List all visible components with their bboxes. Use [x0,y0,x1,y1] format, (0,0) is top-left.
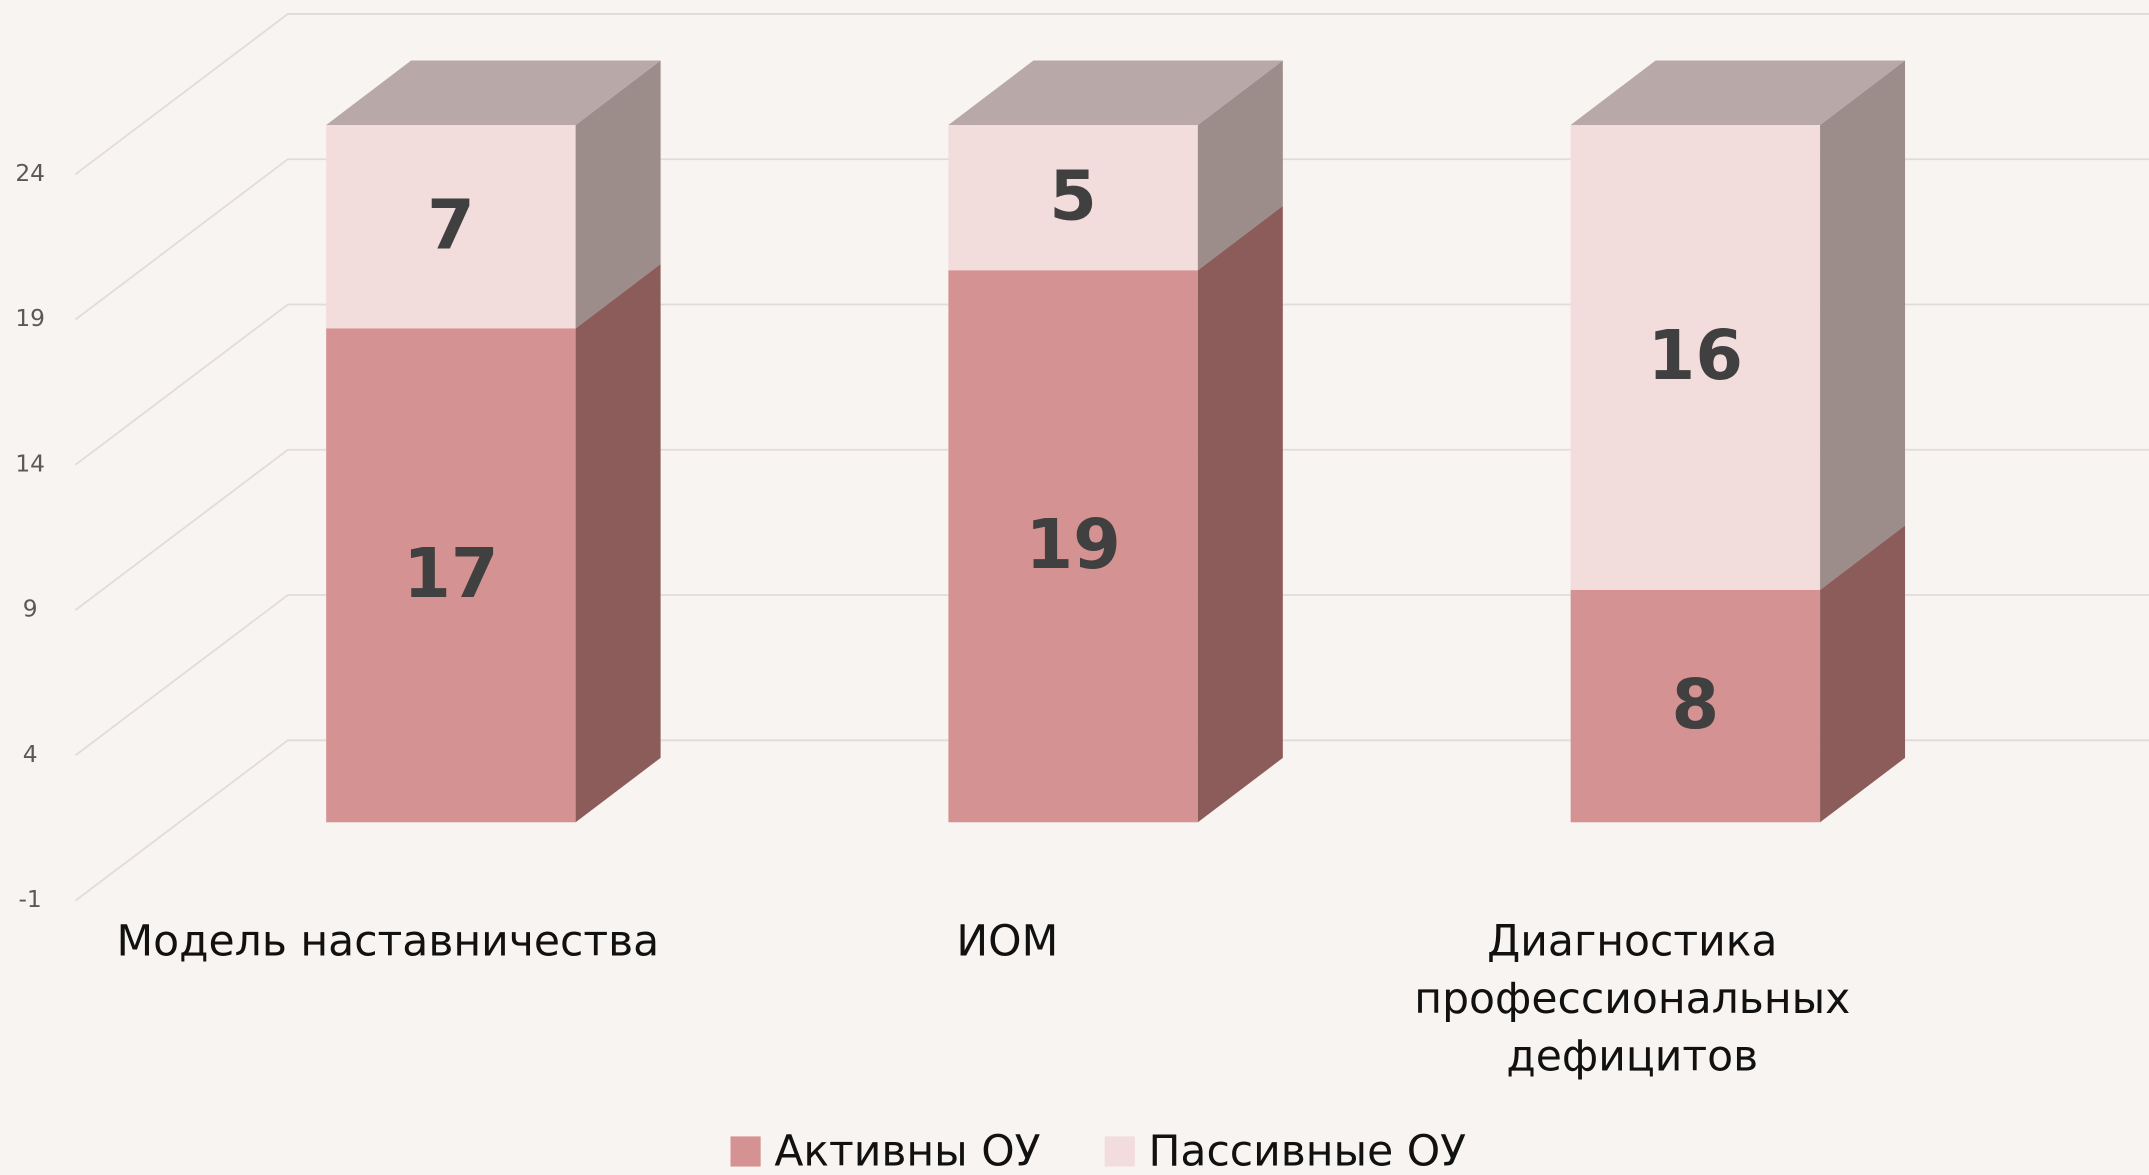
value-label: 19 [1025,505,1120,585]
grid-line [74,448,2149,611]
x-label-box: Модель наставничества [116,917,660,967]
bar-side [1820,525,1906,823]
bar-top [326,60,661,125]
y-tick-label: -1 [19,886,42,913]
x-tick-label: Модель наставничества [116,917,660,967]
y-tick-label: 9 [23,596,38,623]
bar-side [575,263,661,823]
x-label-box: ИОМ [956,917,1059,967]
y-tick-label: 4 [23,741,38,768]
y-tick-label: 24 [15,160,45,187]
grid-line [74,13,2149,175]
legend-swatch [730,1136,761,1167]
value-label: 8 [1672,665,1720,745]
bar-side [1197,60,1283,271]
legend-label: Активны ОУ [774,1128,1040,1175]
grid-line [74,739,2149,902]
bar-side [1197,205,1283,823]
bar-segment [326,124,576,329]
legend-label: Пассивные ОУ [1149,1128,1467,1175]
grid-line [74,303,2149,466]
value-label: 7 [427,185,475,265]
y-tick-label: 19 [15,305,45,332]
bar-segment [326,328,576,823]
value-label: 16 [1648,316,1743,396]
grid-line [74,158,2149,321]
bar-segment [948,124,1198,271]
x-tick-label: ИОМ [956,917,1059,967]
bar-side [575,60,661,329]
bar-segment [948,270,1198,823]
y-tick-label: 14 [15,450,45,477]
bar-segment [1570,589,1821,823]
bar-segment [1570,124,1821,590]
x-label-box: Диагностика профессиональных дефицитов [1414,917,1851,1082]
x-tick-label: Диагностика профессиональных дефицитов [1414,917,1851,1082]
bar-top [948,60,1283,125]
bar-side [1820,60,1906,590]
value-label: 17 [403,534,498,614]
value-label: 5 [1049,156,1097,236]
bar-top [1570,60,1906,125]
legend-swatch [1104,1136,1135,1167]
grid-line [74,594,2149,757]
